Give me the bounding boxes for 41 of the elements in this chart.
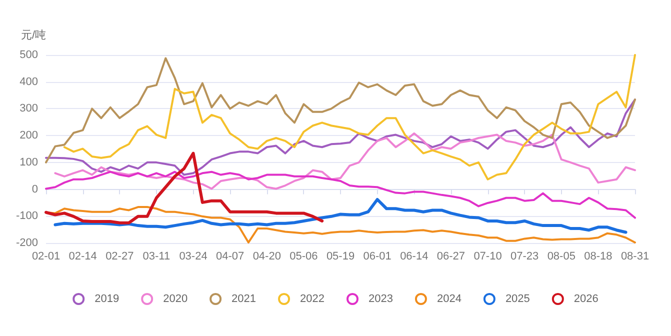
legend-label: 2024 [436, 293, 462, 305]
y-tick-label: 500 [20, 49, 38, 61]
line-series [54, 132, 636, 190]
legend-label: 2025 [505, 293, 530, 305]
legend-label: 2019 [94, 293, 120, 305]
x-tick-label: 06-14 [400, 250, 428, 262]
y-tick-label: -200 [16, 237, 38, 249]
x-tick-label: 03-11 [142, 250, 170, 262]
x-tick-label: 08-18 [584, 250, 612, 262]
x-tick-label: 02-27 [106, 250, 134, 262]
legend-label: 2020 [163, 293, 188, 305]
legend-label: 2026 [574, 293, 598, 305]
y-axis-title: 元/吨 [20, 28, 46, 42]
line-series [45, 170, 636, 219]
x-tick-label: 08-05 [547, 250, 576, 262]
x-tick-label: 07-23 [510, 250, 539, 262]
y-tick-label: 100 [20, 156, 38, 168]
y-tick-label: 0 [32, 183, 38, 196]
legend-label: 2022 [300, 293, 325, 305]
x-tick-label: 02-14 [68, 250, 97, 262]
line-series [63, 54, 636, 180]
x-tick-label: 04-07 [216, 250, 244, 262]
line-series [44, 152, 324, 224]
x-tick-label: 03-24 [179, 250, 208, 262]
x-tick-label: 06-27 [436, 250, 466, 262]
y-tick-label: 200 [20, 130, 38, 142]
y-tick-label: 400 [20, 76, 38, 88]
line-series [45, 57, 636, 164]
x-tick-label: 04-20 [252, 250, 281, 262]
x-tick-label: 08-31 [620, 250, 650, 262]
x-tick-label: 02-01 [32, 250, 60, 262]
y-tick-label: 300 [20, 102, 38, 115]
x-tick-label: 05-19 [326, 250, 355, 262]
x-tick-label: 05-06 [290, 250, 318, 262]
legend-label: 2021 [232, 293, 256, 305]
line-series [45, 98, 636, 176]
legend-label: 2023 [368, 293, 393, 305]
x-tick-label: 07-10 [474, 250, 502, 262]
y-tick-label: -100 [16, 210, 38, 222]
x-tick-label: 06-01 [363, 250, 392, 262]
line-series [54, 198, 628, 234]
